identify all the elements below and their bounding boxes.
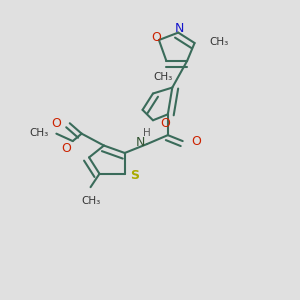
Text: CH₃: CH₃ xyxy=(209,37,229,47)
Text: CH₃: CH₃ xyxy=(81,196,100,206)
Text: H: H xyxy=(143,128,151,138)
Text: O: O xyxy=(52,117,61,130)
Text: CH₃: CH₃ xyxy=(30,128,49,138)
Text: O: O xyxy=(151,31,161,44)
Text: O: O xyxy=(191,135,201,148)
Text: CH₃: CH₃ xyxy=(154,72,173,82)
Text: O: O xyxy=(61,142,71,155)
Text: N: N xyxy=(136,136,146,149)
Text: N: N xyxy=(175,22,184,34)
Text: O: O xyxy=(160,117,170,130)
Text: S: S xyxy=(130,169,139,182)
